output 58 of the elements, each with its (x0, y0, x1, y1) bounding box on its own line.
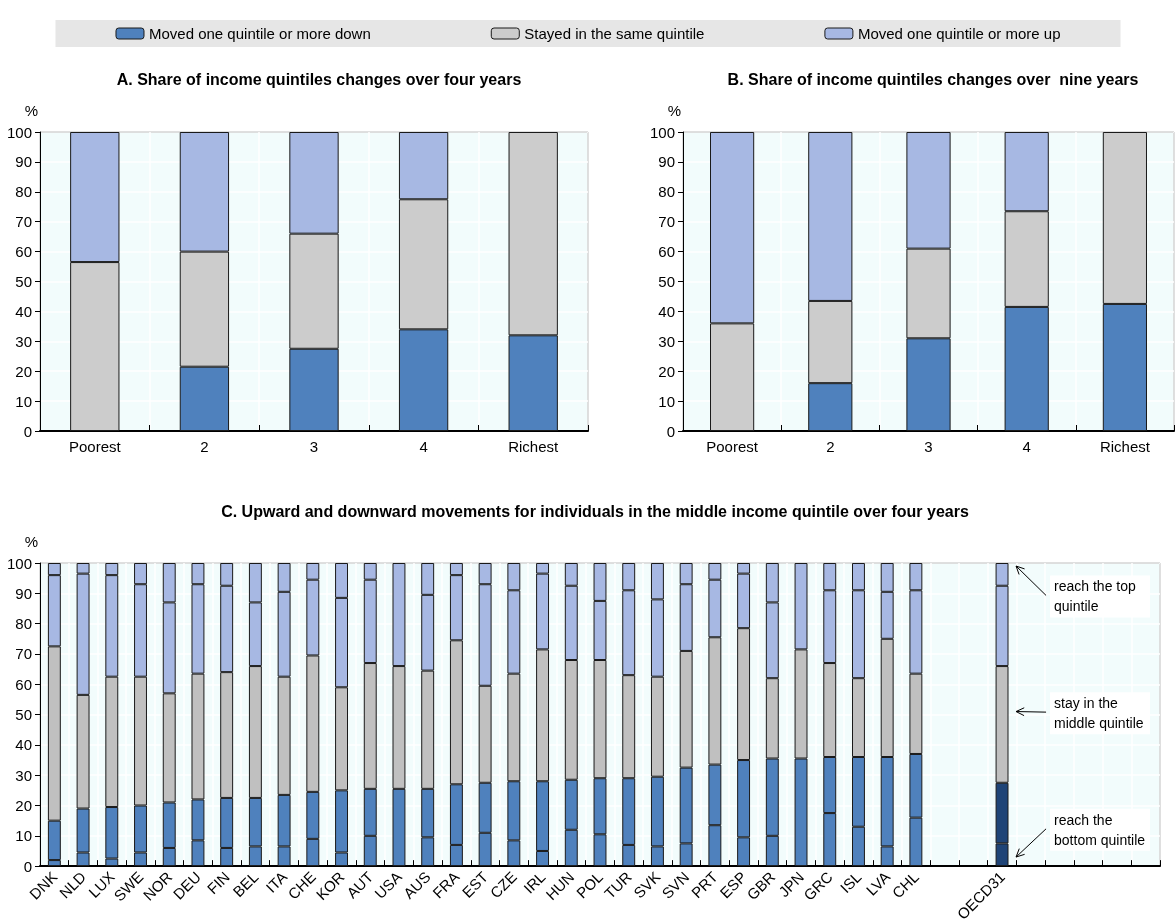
y-tick-label: 40 (658, 302, 675, 320)
x-tick-label: 3 (924, 438, 933, 455)
annotation: reach the bottom quintile (1054, 811, 1146, 848)
y-tick-label: 70 (658, 213, 675, 231)
y-tick-label: 20 (658, 362, 675, 380)
y-tick-label: 100 (6, 554, 32, 572)
x-tick-label: 4 (419, 438, 428, 455)
x-tick-label: ISL (836, 868, 865, 897)
y-tick-label: 20 (15, 362, 32, 380)
y-tick-label: 0 (23, 857, 32, 875)
y-tick-label: 40 (15, 736, 32, 754)
x-tick-label: Poorest (706, 438, 759, 455)
x-tick-label: USA (371, 868, 405, 902)
y-tick-label: 0 (23, 422, 32, 440)
x-tick-label: Poorest (68, 438, 122, 455)
y-axis-title: % (24, 102, 38, 119)
y-tick-label: 0 (666, 422, 675, 440)
y-tick-label: 60 (15, 675, 32, 693)
x-tick-label: LVA (862, 868, 894, 899)
y-tick-label: 80 (15, 615, 32, 633)
y-tick-label: 90 (15, 153, 32, 171)
y-tick-label: 20 (15, 797, 32, 815)
y-tick-label: 80 (15, 183, 32, 201)
y-tick-label: 30 (15, 332, 32, 350)
x-tick-label: 2 (826, 438, 835, 455)
y-tick-label: 90 (658, 153, 675, 171)
y-tick-label: 10 (15, 392, 32, 410)
y-axis-title: % (667, 102, 681, 119)
chart-title: C. Upward and downward movements for individuals in the middle income quintile over four years (221, 502, 969, 520)
x-tick-label: 3 (309, 438, 319, 455)
y-tick-label: 50 (15, 706, 32, 724)
y-tick-label: 10 (658, 392, 675, 410)
x-tick-label: Richest (508, 438, 560, 455)
y-tick-label: 90 (15, 584, 32, 602)
legend-label: Moved one quintile or more down (148, 25, 371, 42)
x-tick-label: 4 (1022, 438, 1031, 455)
y-tick-label: 30 (15, 766, 32, 784)
y-tick-label: 10 (15, 827, 32, 845)
y-tick-label: 50 (15, 273, 32, 290)
y-tick-label: 60 (658, 243, 675, 261)
x-tick-label: Richest (1099, 438, 1151, 455)
legend-label: Stayed in the same quintile (524, 25, 705, 42)
y-tick-label: 70 (15, 645, 32, 663)
y-tick-label: 80 (658, 183, 675, 201)
y-tick-label: 30 (658, 332, 675, 350)
legend-label: Moved one quintile or more up (857, 25, 1061, 42)
y-tick-label: 50 (658, 273, 675, 290)
annotation: reach the top quintile (1054, 578, 1140, 615)
y-tick-label: 70 (15, 213, 32, 231)
chart-title: B. Share of income quintiles changes over nine years (727, 70, 1139, 88)
y-axis-title: % (24, 533, 38, 550)
chart-title: A. Share of income quintiles changes over four years (116, 70, 522, 88)
y-tick-label: 40 (15, 302, 32, 320)
y-tick-label: 60 (15, 243, 32, 261)
x-tick-label: 2 (200, 438, 209, 455)
y-tick-label: 100 (6, 123, 32, 141)
annotation: stay in the middle quintile (1054, 695, 1144, 732)
y-tick-label: 100 (649, 123, 675, 141)
